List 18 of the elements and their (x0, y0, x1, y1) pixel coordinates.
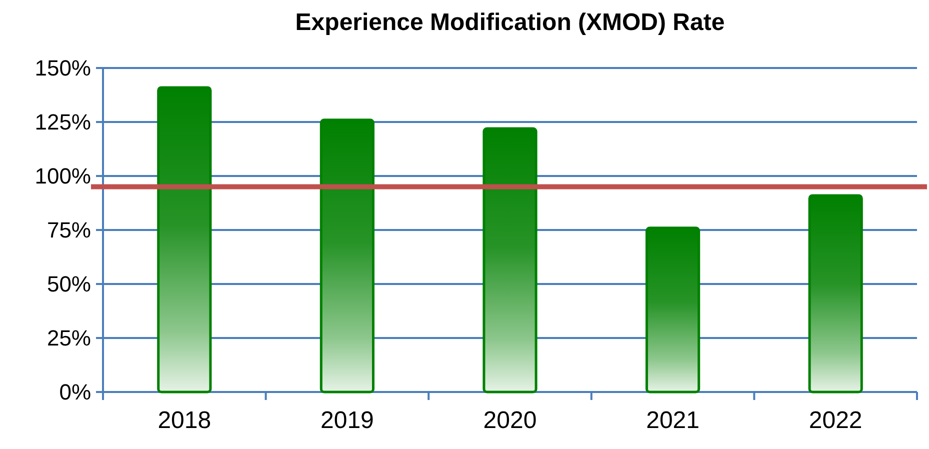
bar (646, 226, 700, 394)
bar (808, 194, 863, 394)
x-tick-label: 2021 (646, 407, 700, 434)
x-tick-label: 2018 (158, 407, 212, 434)
y-tick-label: 50% (46, 272, 91, 297)
x-tick-label: 2022 (808, 407, 862, 434)
y-tick-label: 75% (46, 218, 91, 243)
y-tick-label: 125% (34, 110, 91, 135)
y-tick-label: 25% (46, 326, 91, 351)
x-tick-label: 2020 (483, 407, 537, 434)
bar (320, 118, 374, 394)
bar (157, 86, 212, 394)
chart-title: Experience Modification (XMOD) Rate (295, 9, 725, 36)
x-tick-label: 2019 (320, 407, 374, 434)
y-tick-label: 150% (34, 56, 91, 81)
bar (482, 127, 538, 394)
y-tick-label: 100% (34, 164, 91, 189)
y-tick-label: 0% (59, 380, 91, 405)
